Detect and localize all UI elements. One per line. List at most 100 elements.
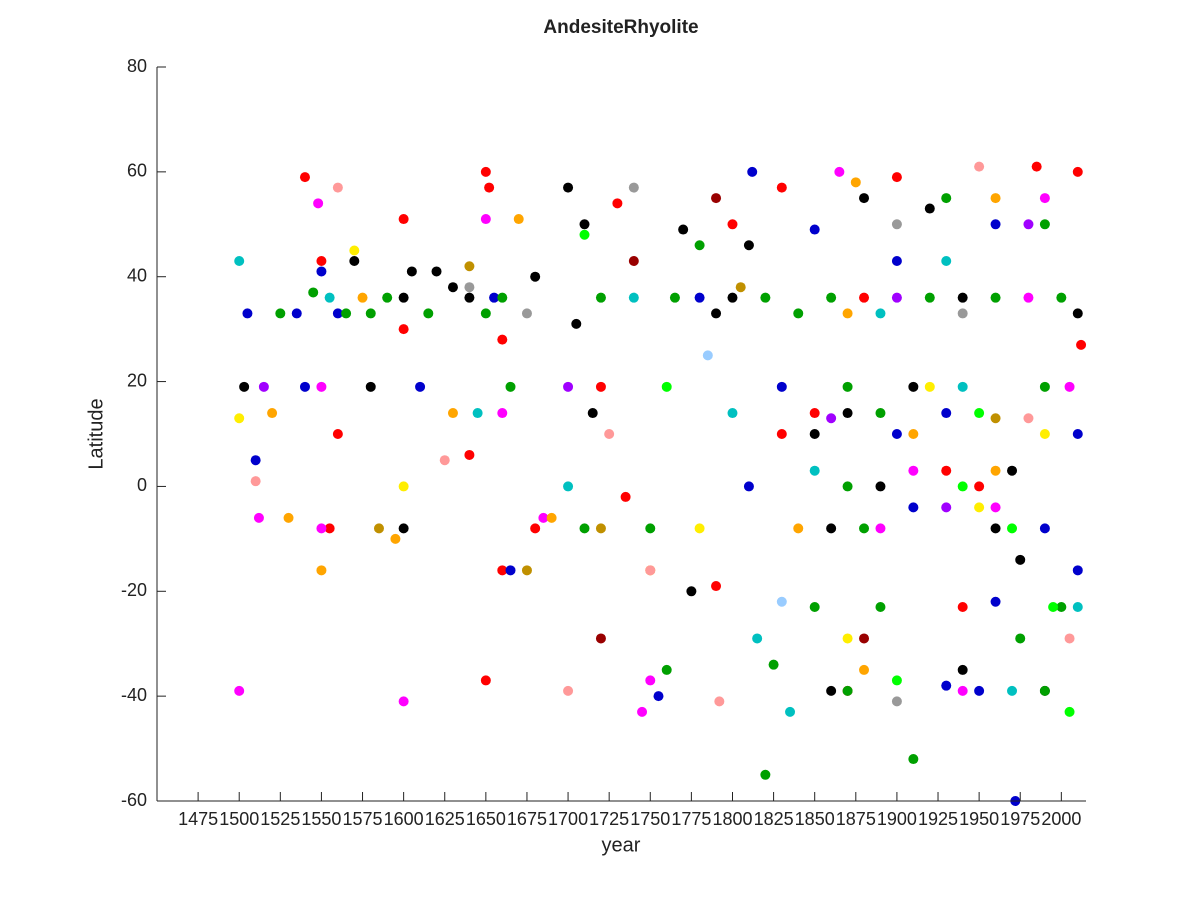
y-tick-label: -60 [121,790,147,810]
scatter-point [990,523,1001,534]
scatter-point [1064,706,1075,717]
scatter-point [595,381,606,392]
x-tick-label: 1950 [959,809,999,829]
scatter-point [373,523,384,534]
scatter-point [1056,602,1067,613]
x-tick-label: 1775 [671,809,711,829]
scatter-point [891,255,902,266]
scatter-point [661,381,672,392]
scatter-point [628,292,639,303]
scatter-point [826,413,837,424]
scatter-point [793,523,804,534]
scatter-point [834,166,845,177]
scatter-point [908,429,919,439]
scatter-point [497,292,508,303]
scatter-point [390,533,401,544]
scatter-point [990,502,1001,513]
scatter-point [1039,219,1050,230]
scatter-point [842,481,853,492]
scatter-point [316,523,327,534]
scatter-point [357,292,368,303]
scatter-point [398,696,409,707]
scatter-point [974,161,985,172]
scatter-point [924,381,935,392]
scatter-point [398,523,409,534]
scatter-point [974,685,985,696]
scatter-point [809,602,820,613]
scatter-point [941,193,952,204]
scatter-point [990,292,1001,303]
scatter-point [990,219,1001,230]
scatter-point [908,502,919,513]
x-tick-label: 1850 [795,809,835,829]
scatter-point [859,523,870,534]
scatter-point [842,381,853,392]
scatter-point [957,481,968,492]
scatter-point [990,465,1001,476]
scatter-point [859,193,870,204]
scatter-point [1007,523,1018,534]
scatter-point [694,523,705,534]
scatter-point [1072,166,1083,177]
scatter-point [332,429,343,439]
scatter-point [250,476,261,487]
scatter-point [743,481,754,492]
scatter-point [604,429,615,439]
scatter-point [324,523,335,534]
scatter-point [785,706,796,717]
scatter-point [587,408,598,419]
scatter-point [941,465,952,476]
scatter-point [702,350,713,361]
plot-area [234,161,1087,806]
scatter-point [521,565,532,576]
scatter-point [694,292,705,303]
scatter-point [941,255,952,266]
x-tick-label: 1550 [301,809,341,829]
scatter-point [349,255,360,266]
scatter-point [234,685,245,696]
scatter-point [595,633,606,644]
scatter-point [1015,554,1026,565]
y-tick-label: 80 [127,56,147,76]
scatter-point [595,523,606,534]
scatter-point [628,255,639,266]
scatter-point [538,512,549,523]
scatter-point [941,408,952,419]
chart-title: AndesiteRhyolite [543,17,698,38]
scatter-point [809,408,820,419]
scatter-point [891,172,902,183]
y-tick-label: 20 [127,370,147,390]
y-tick-label: -40 [121,685,147,705]
scatter-point [1031,161,1042,172]
scatter-point [472,408,483,419]
scatter-point [859,664,870,675]
scatter-point [250,455,261,466]
x-axis-label: year [602,834,641,856]
scatter-point [776,429,787,439]
scatter-point [842,633,853,644]
x-tick-label: 1650 [466,809,506,829]
scatter-point [653,691,664,702]
scatter-point [447,282,458,293]
scatter-point [941,502,952,513]
scatter-point [398,481,409,492]
scatter-point [341,308,352,319]
scatter-point [1076,339,1087,350]
scatter-point [464,261,475,272]
scatter-point [743,240,754,251]
scatter-point [563,481,574,492]
scatter-point [990,193,1001,204]
scatter-point [406,266,417,277]
scatter-point [727,408,738,419]
scatter-point [875,408,886,419]
scatter-point [291,308,302,319]
scatter-point [768,659,779,670]
scatter-point [464,449,475,460]
scatter-point [1048,602,1059,613]
scatter-point [875,481,886,492]
scatter-point [1039,429,1050,439]
scatter-point [316,381,327,392]
scatter-point [908,754,919,765]
scatter-point [908,381,919,392]
scatter-point [776,596,787,607]
